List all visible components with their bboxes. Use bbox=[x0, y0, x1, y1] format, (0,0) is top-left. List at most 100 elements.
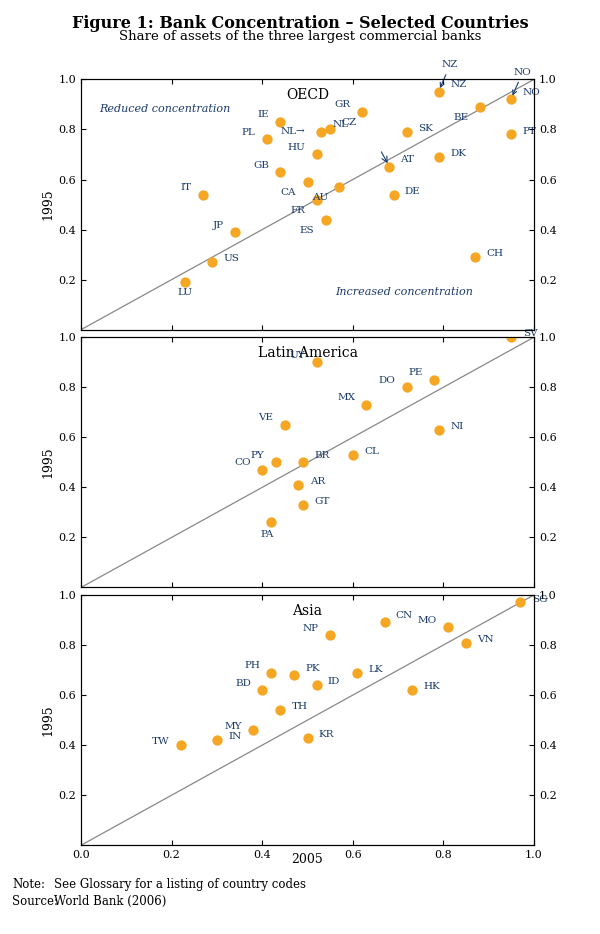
Point bbox=[257, 462, 267, 477]
Text: DK: DK bbox=[450, 149, 466, 158]
Text: US: US bbox=[224, 254, 239, 263]
Point bbox=[176, 738, 185, 753]
Point bbox=[316, 124, 326, 139]
Text: MX: MX bbox=[337, 393, 355, 403]
Point bbox=[257, 683, 267, 698]
Y-axis label: 1995: 1995 bbox=[41, 704, 54, 736]
Text: PL: PL bbox=[242, 128, 256, 137]
Point bbox=[461, 635, 471, 650]
Text: NZ: NZ bbox=[440, 61, 458, 87]
Point bbox=[298, 455, 308, 470]
Text: Share of assets of the three largest commercial banks: Share of assets of the three largest com… bbox=[119, 30, 481, 43]
Text: See Glossary for a listing of country codes: See Glossary for a listing of country co… bbox=[54, 878, 306, 891]
Text: PA: PA bbox=[260, 530, 274, 539]
Point bbox=[199, 187, 208, 202]
Y-axis label: 1995: 1995 bbox=[41, 189, 54, 220]
Point bbox=[325, 122, 335, 137]
Text: 2005: 2005 bbox=[292, 853, 323, 866]
Text: ID: ID bbox=[328, 677, 340, 686]
Text: NZ: NZ bbox=[450, 80, 467, 90]
Point bbox=[312, 677, 322, 692]
Text: CH: CH bbox=[487, 249, 503, 259]
Text: DO: DO bbox=[379, 375, 396, 385]
Point bbox=[380, 615, 389, 630]
Text: VE: VE bbox=[259, 413, 274, 422]
Text: AR: AR bbox=[310, 477, 325, 486]
Text: SV: SV bbox=[523, 330, 538, 338]
Point bbox=[434, 84, 443, 99]
Text: Source:: Source: bbox=[12, 895, 58, 908]
Text: PY: PY bbox=[251, 451, 265, 460]
Point bbox=[212, 732, 222, 747]
Text: CN: CN bbox=[396, 611, 413, 620]
Point bbox=[357, 105, 367, 120]
Point bbox=[248, 723, 258, 738]
Text: TH: TH bbox=[292, 702, 308, 712]
Text: JP: JP bbox=[212, 220, 224, 230]
Point bbox=[271, 455, 281, 470]
Text: BE: BE bbox=[453, 113, 469, 122]
Point bbox=[434, 149, 443, 164]
Text: FR: FR bbox=[290, 205, 305, 215]
Point bbox=[443, 620, 453, 635]
Text: GR: GR bbox=[334, 101, 350, 109]
Point bbox=[515, 595, 525, 610]
Point bbox=[362, 397, 371, 412]
Point bbox=[303, 730, 313, 745]
Text: GT: GT bbox=[314, 497, 329, 506]
Text: CO: CO bbox=[234, 459, 251, 467]
Text: KR: KR bbox=[319, 729, 334, 739]
Point bbox=[275, 702, 285, 717]
Point bbox=[321, 212, 331, 227]
Point bbox=[389, 187, 398, 202]
Point bbox=[348, 447, 358, 462]
Text: HU: HU bbox=[287, 143, 305, 152]
Text: BD: BD bbox=[235, 679, 251, 687]
Point bbox=[262, 132, 272, 147]
Point bbox=[506, 127, 516, 142]
Text: LK: LK bbox=[368, 665, 383, 673]
Text: CZ: CZ bbox=[341, 118, 357, 127]
Point bbox=[230, 224, 240, 239]
Text: PT: PT bbox=[523, 127, 536, 135]
Point bbox=[430, 373, 439, 388]
Point bbox=[266, 665, 276, 680]
Text: NO: NO bbox=[513, 68, 532, 94]
Point bbox=[384, 160, 394, 175]
Point bbox=[266, 515, 276, 530]
Text: World Bank (2006): World Bank (2006) bbox=[54, 895, 166, 908]
Text: AU: AU bbox=[311, 193, 328, 202]
Text: NO: NO bbox=[523, 88, 541, 97]
Point bbox=[312, 147, 322, 162]
Point bbox=[312, 355, 322, 370]
Text: IE: IE bbox=[257, 110, 269, 120]
Text: Increased concentration: Increased concentration bbox=[335, 287, 473, 297]
Point bbox=[303, 175, 313, 190]
Text: IT: IT bbox=[181, 183, 192, 192]
Point bbox=[312, 192, 322, 207]
Text: HK: HK bbox=[423, 683, 440, 691]
Text: PK: PK bbox=[305, 663, 320, 672]
Point bbox=[298, 498, 308, 513]
Text: MY: MY bbox=[224, 722, 242, 731]
Text: NL→: NL→ bbox=[280, 127, 305, 136]
Point bbox=[403, 380, 412, 395]
Text: Figure 1: Bank Concentration – Selected Countries: Figure 1: Bank Concentration – Selected … bbox=[71, 15, 529, 32]
Text: CL: CL bbox=[364, 447, 379, 456]
Text: Note:: Note: bbox=[12, 878, 45, 891]
Point bbox=[208, 255, 217, 270]
Text: LU: LU bbox=[178, 289, 193, 297]
Point bbox=[334, 179, 344, 194]
Point bbox=[434, 422, 443, 437]
Point bbox=[403, 124, 412, 139]
Text: UY: UY bbox=[290, 350, 305, 360]
Text: SG: SG bbox=[532, 595, 547, 603]
Text: IN: IN bbox=[228, 732, 241, 742]
Text: Asia: Asia bbox=[293, 603, 323, 617]
Text: VN: VN bbox=[478, 635, 494, 644]
Text: NP: NP bbox=[303, 624, 319, 632]
Text: PE: PE bbox=[409, 368, 423, 377]
Point bbox=[407, 683, 416, 698]
Text: OECD: OECD bbox=[286, 88, 329, 102]
Text: Reduced concentration: Reduced concentration bbox=[99, 104, 230, 114]
